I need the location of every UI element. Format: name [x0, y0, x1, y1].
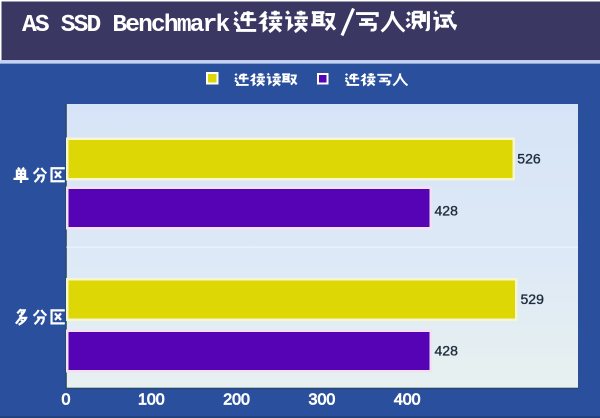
svg-text:529: 529	[521, 291, 545, 307]
svg-text:AS SSD Benchmark: AS SSD Benchmark	[22, 12, 231, 39]
svg-text:0: 0	[62, 391, 71, 408]
svg-text:428: 428	[435, 343, 459, 359]
svg-text:428: 428	[435, 203, 459, 219]
svg-text:400: 400	[394, 391, 421, 408]
svg-text:200: 200	[223, 391, 250, 408]
svg-text:100: 100	[138, 391, 165, 408]
svg-text:526: 526	[517, 151, 541, 167]
svg-text:300: 300	[309, 391, 336, 408]
